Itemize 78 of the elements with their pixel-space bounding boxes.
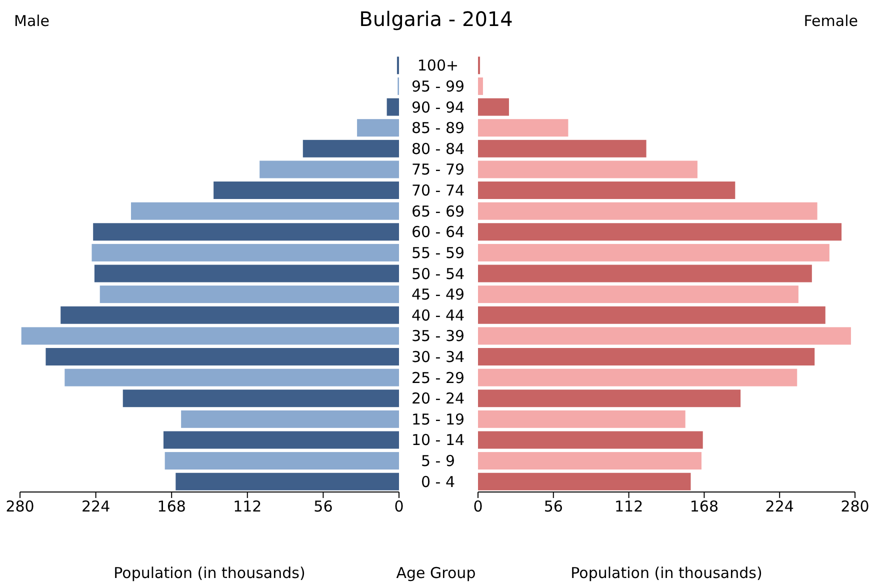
bar: [386, 98, 399, 116]
bar: [478, 140, 646, 158]
x-axis-title: Population (in thousands): [114, 564, 306, 582]
bar: [100, 286, 399, 304]
x-tick-label: 168: [157, 498, 186, 516]
y-tick-label: 100+: [417, 56, 459, 75]
text: Male: [14, 12, 50, 30]
y-tick-label: 50 - 54: [411, 264, 465, 283]
bar: [478, 244, 830, 262]
y-tick-label: 65 - 69: [411, 202, 465, 220]
y-tick-label: 25 - 29: [411, 368, 465, 387]
bar: [478, 306, 826, 324]
y-tick-label: 20 - 24: [411, 390, 465, 408]
y-tick-label: 35 - 39: [411, 327, 465, 346]
x-tick-label: 280: [6, 498, 34, 516]
bar: [478, 98, 509, 116]
text: Female: [804, 12, 858, 30]
bar: [93, 223, 399, 241]
bar: [60, 306, 399, 324]
x-tick-label: 0: [473, 498, 483, 516]
bar: [64, 368, 399, 386]
x-tick-label: 224: [81, 498, 110, 516]
bar: [21, 327, 399, 345]
bar: [478, 327, 851, 345]
y-tick-label: 75 - 79: [411, 160, 465, 179]
bar: [478, 368, 798, 386]
bar: [92, 244, 399, 262]
bar: [214, 182, 399, 199]
y-tick-label: 90 - 94: [411, 98, 465, 116]
bar: [478, 348, 815, 366]
x-tick-label: 56: [544, 498, 563, 516]
x-tick-label: 56: [314, 498, 333, 516]
bar: [163, 431, 399, 449]
bar: [478, 223, 842, 241]
bar: [94, 264, 399, 282]
y-tick-label: 45 - 49: [411, 286, 465, 304]
x-tick-label: 0: [394, 498, 404, 516]
x-axis-title: Population (in thousands): [570, 564, 762, 582]
y-tick-label: 60 - 64: [411, 223, 465, 242]
chart-title: Bulgaria - 2014: [359, 7, 513, 31]
bar: [46, 348, 399, 366]
y-tick-label: 10 - 14: [411, 431, 465, 450]
bar: [478, 410, 686, 428]
bar: [176, 472, 399, 490]
y-tick-label: 5 - 9: [420, 452, 456, 470]
bar: [260, 160, 399, 178]
bar: [478, 390, 741, 408]
bar: [357, 119, 399, 137]
bar: [302, 140, 399, 158]
y-tick-label: 85 - 89: [411, 119, 465, 138]
bar: [122, 390, 399, 408]
bar: [478, 264, 812, 282]
y-tick-label: 15 - 19: [411, 410, 465, 428]
bar: [130, 202, 399, 220]
x-tick-label: 112: [233, 498, 262, 516]
x-tick-label: 280: [840, 498, 870, 516]
bar: [478, 202, 818, 220]
bar: [181, 410, 399, 428]
bar: [478, 452, 702, 470]
bar: [478, 472, 691, 490]
y-axis-title: Age Group: [396, 564, 476, 582]
y-tick-label: 70 - 74: [411, 182, 465, 200]
x-tick-label: 224: [765, 498, 794, 516]
y-tick-label: 30 - 34: [411, 348, 465, 366]
bar: [164, 452, 399, 470]
bar: [478, 182, 736, 199]
y-tick-label: 80 - 84: [411, 140, 465, 158]
y-tick-label: 95 - 99: [411, 77, 465, 96]
x-tick-label: 112: [614, 498, 644, 516]
bar: [478, 77, 483, 95]
y-tick-label: 55 - 59: [411, 244, 465, 262]
bar: [478, 119, 568, 137]
y-tick-label: 40 - 44: [411, 306, 465, 324]
y-tick-label: 0 - 4: [420, 472, 456, 491]
x-tick-label: 168: [690, 498, 719, 516]
bar: [478, 160, 698, 178]
bar: [478, 431, 703, 449]
bar: [478, 286, 798, 304]
